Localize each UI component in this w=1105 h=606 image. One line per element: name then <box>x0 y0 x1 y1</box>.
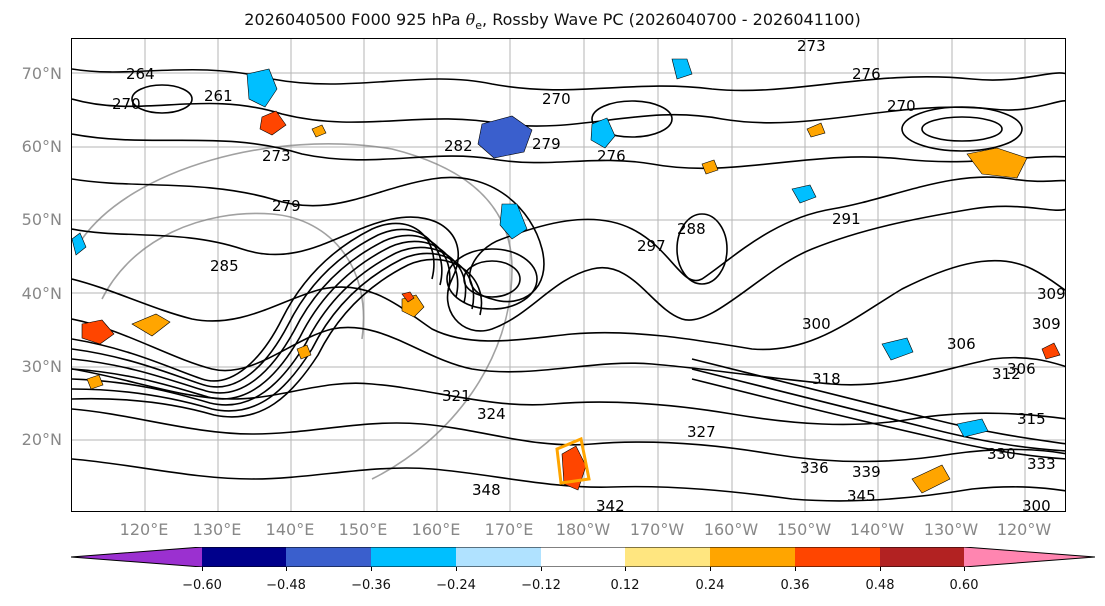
contour-label: 264 <box>126 65 155 83</box>
lon-label-120w: 120°W <box>996 520 1052 539</box>
contour-label: 300 <box>1022 497 1051 512</box>
contour-label: 339 <box>852 463 881 481</box>
colorbar-segment <box>371 547 457 567</box>
contour-label: 345 <box>847 487 876 505</box>
lon-label-170w: 170°W <box>629 520 685 539</box>
lon-label-130w: 130°W <box>923 520 979 539</box>
colorbar-segment <box>710 547 796 567</box>
contour-label: 291 <box>832 210 861 228</box>
colorbar-tick <box>286 567 287 571</box>
contour-label: 309 <box>1032 315 1061 333</box>
contour-label: 270 <box>887 97 916 115</box>
colorbar-segment <box>286 547 372 567</box>
colorbar-tick <box>880 567 881 571</box>
contour-label: 312 <box>992 365 1021 383</box>
colorbar-tick-label: 0.36 <box>780 578 810 593</box>
lat-label-50n: 50°N <box>21 210 62 229</box>
title-subscript: e <box>475 19 483 33</box>
lon-label-140w: 140°W <box>849 520 905 539</box>
contour-label: 273 <box>262 147 291 165</box>
lon-label-160w: 160°W <box>703 520 759 539</box>
colorbar-extend-right <box>964 547 1095 567</box>
lat-label-30n: 30°N <box>21 357 62 376</box>
title-theta-symbol: θ <box>465 10 476 29</box>
colorbar-tick <box>371 567 372 571</box>
contour-label: 309 <box>1037 285 1066 303</box>
colorbar-segment <box>456 547 542 567</box>
colorbar-extend-left <box>71 547 202 567</box>
contour-label: 270 <box>542 90 571 108</box>
contour-labels: 264 261 270 273 270 282 279 276 273 276 … <box>112 39 1066 512</box>
colorbar-tick-label: −0.60 <box>182 578 222 593</box>
contour-label: 336 <box>800 459 829 477</box>
contour-label: 306 <box>947 335 976 353</box>
colorbar <box>71 547 1095 567</box>
contour-label: 285 <box>210 257 239 275</box>
colorbar-tick-label: −0.48 <box>266 578 306 593</box>
theta-e-contours <box>72 68 1065 502</box>
colorbar-segment <box>541 547 626 567</box>
colorbar-tick-label: 0.24 <box>695 578 725 593</box>
lon-label-170e: 170°E <box>484 520 534 539</box>
colorbar-segment <box>202 547 287 567</box>
anomaly-shading <box>72 58 1061 494</box>
map-title: 2026040500 F000 925 hPa θe, Rossby Wave … <box>0 10 1105 32</box>
contour-label: 324 <box>477 405 506 423</box>
colorbar-tick <box>456 567 457 571</box>
contour-label: 315 <box>1017 410 1046 428</box>
contour-label: 318 <box>812 370 841 388</box>
colorbar-segment <box>880 547 965 567</box>
colorbar-tick <box>795 567 796 571</box>
colorbar-tick-label: 0.48 <box>865 578 895 593</box>
contour-label: 261 <box>204 87 233 105</box>
lat-label-20n: 20°N <box>21 430 62 449</box>
lat-label-40n: 40°N <box>21 284 62 303</box>
contour-label: 306 <box>1007 360 1036 378</box>
colorbar-tick <box>710 567 711 571</box>
lon-label-150w: 150°W <box>776 520 832 539</box>
contour-label: 276 <box>597 147 626 165</box>
colorbar-tick-label: −0.12 <box>521 578 561 593</box>
colorbar-tick <box>202 567 203 571</box>
map-panel: 264 261 270 273 270 282 279 276 273 276 … <box>71 38 1066 512</box>
theta-e-map: 264 261 270 273 270 282 279 276 273 276 … <box>72 39 1066 512</box>
lon-label-120e: 120°E <box>119 520 169 539</box>
lon-label-160e: 160°E <box>411 520 461 539</box>
contour-label: 288 <box>677 220 706 238</box>
colorbar-tick-label: −0.36 <box>351 578 391 593</box>
contour-label: 330 <box>987 445 1016 463</box>
contour-label: 270 <box>112 95 141 113</box>
lon-label-130e: 130°E <box>192 520 242 539</box>
title-prefix: 2026040500 F000 925 hPa <box>244 10 466 29</box>
contour-label: 282 <box>444 137 473 155</box>
colorbar-tick <box>625 567 626 571</box>
colorbar-tick-label: 0.12 <box>610 578 640 593</box>
contour-label: 327 <box>687 423 716 441</box>
colorbar-segment <box>795 547 881 567</box>
contour-label: 321 <box>442 387 471 405</box>
contour-label: 348 <box>472 481 501 499</box>
grey-contours <box>81 143 513 480</box>
contour-label: 273 <box>797 39 826 55</box>
lon-label-150e: 150°E <box>338 520 388 539</box>
colorbar-tick <box>964 567 965 571</box>
contour-label: 333 <box>1027 455 1056 473</box>
graticule <box>72 39 1065 511</box>
lon-label-140e: 140°E <box>265 520 315 539</box>
contour-label: 300 <box>802 315 831 333</box>
contour-label: 279 <box>532 135 561 153</box>
lat-label-70n: 70°N <box>21 64 62 83</box>
lon-label-180w: 180°W <box>555 520 611 539</box>
lat-label-60n: 60°N <box>21 137 62 156</box>
colorbar-tick-label: −0.24 <box>436 578 476 593</box>
colorbar-tick-label: 0.60 <box>949 578 979 593</box>
contour-label: 279 <box>272 197 301 215</box>
title-suffix: , Rossby Wave PC (2026040700 - 202604110… <box>482 10 861 29</box>
contour-label: 342 <box>596 497 625 512</box>
colorbar-tick <box>541 567 542 571</box>
contour-label: 297 <box>637 237 666 255</box>
contour-label: 276 <box>852 65 881 83</box>
colorbar-segment <box>625 547 711 567</box>
